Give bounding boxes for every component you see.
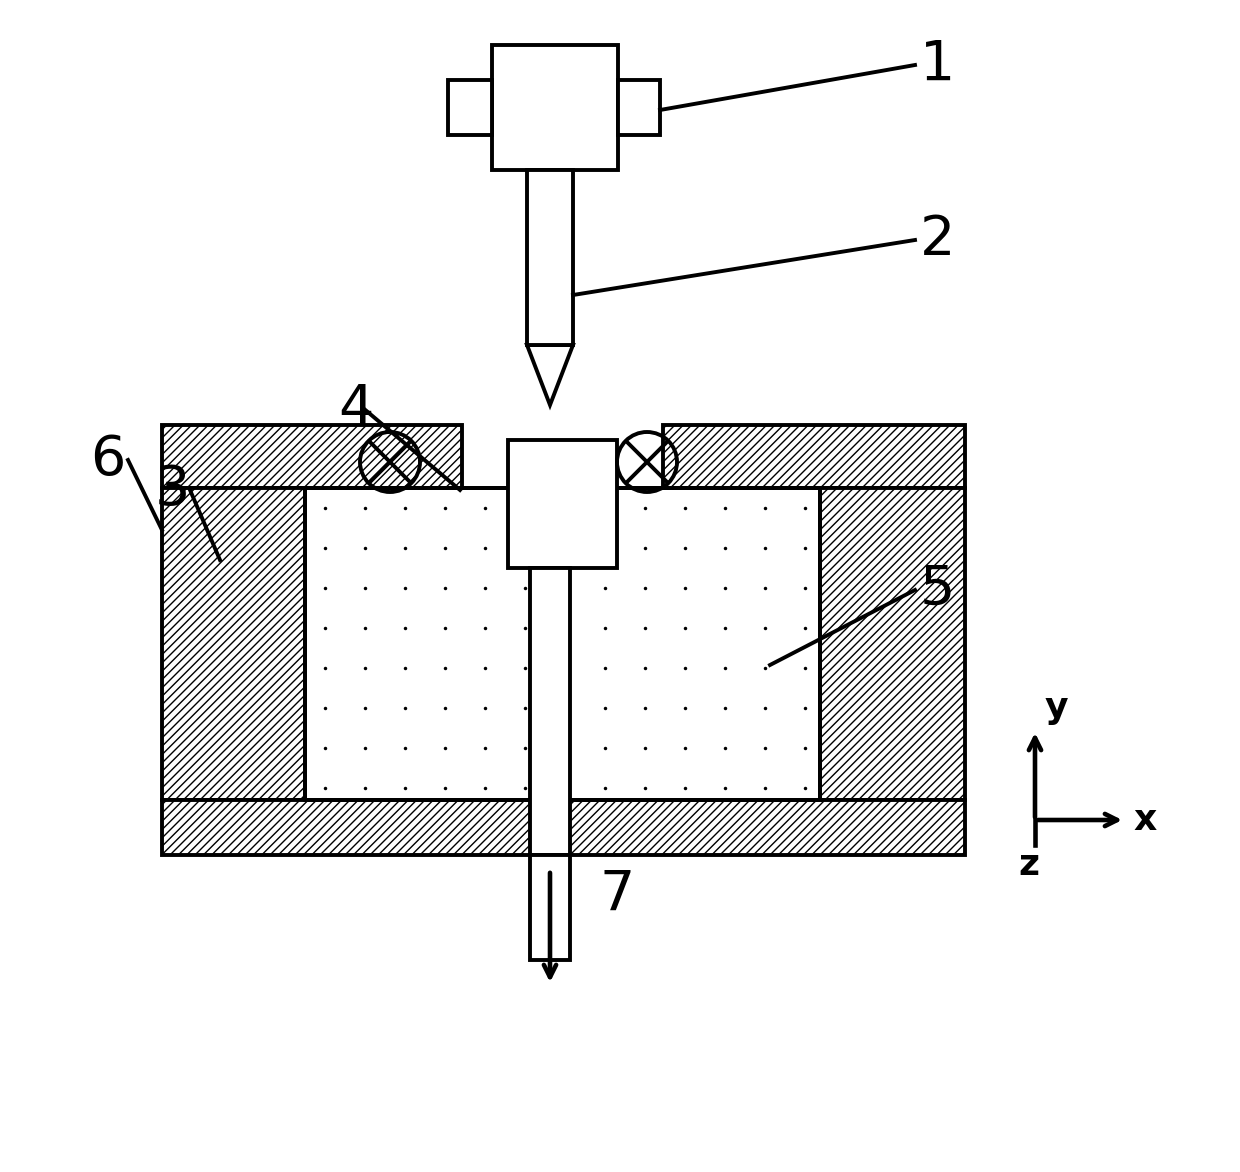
Bar <box>527 170 573 345</box>
Bar <box>529 856 570 960</box>
Bar <box>508 440 618 568</box>
Text: 5: 5 <box>920 563 955 616</box>
Bar <box>162 488 305 800</box>
Text: x: x <box>1133 803 1156 837</box>
Bar <box>162 425 463 488</box>
Text: z: z <box>1018 849 1039 883</box>
Text: 7: 7 <box>600 868 635 922</box>
Bar <box>492 45 618 170</box>
Bar <box>162 800 965 856</box>
Text: y: y <box>1045 691 1069 725</box>
Bar <box>820 488 965 800</box>
Bar <box>305 488 820 800</box>
Text: 1: 1 <box>920 38 955 91</box>
Bar <box>618 80 660 135</box>
Text: 3: 3 <box>155 463 191 517</box>
Polygon shape <box>527 345 573 406</box>
Bar <box>448 80 492 135</box>
Text: 2: 2 <box>920 213 955 267</box>
Text: 6: 6 <box>91 432 125 488</box>
Bar <box>663 425 965 488</box>
Text: 4: 4 <box>339 381 373 435</box>
Bar <box>529 568 570 856</box>
